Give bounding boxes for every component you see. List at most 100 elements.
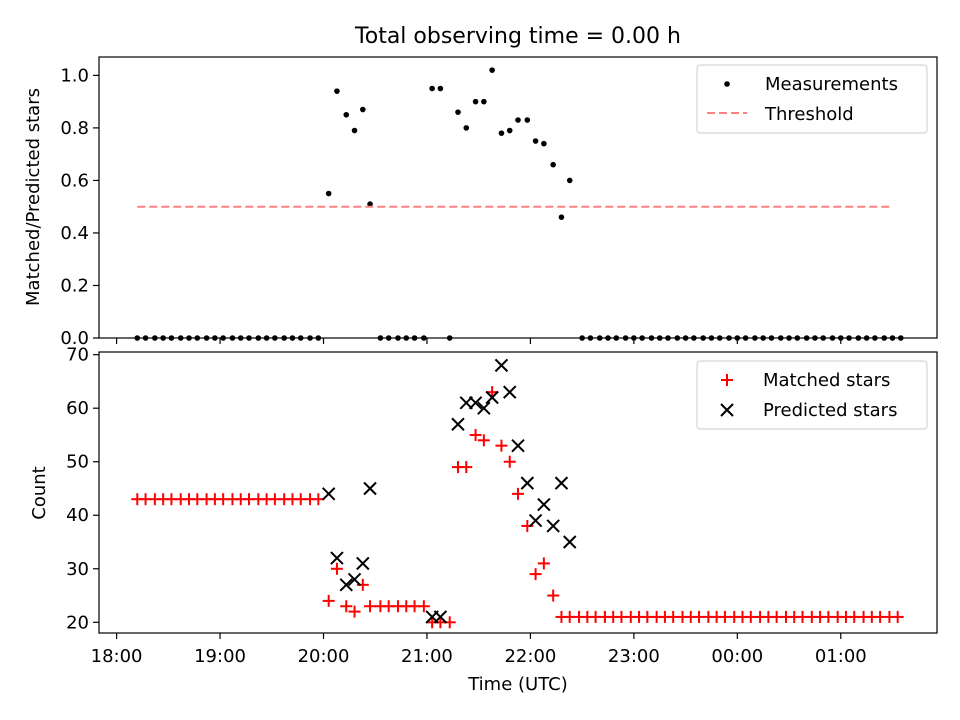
- predicted-star-point: [511, 438, 525, 453]
- measurement-point: [515, 117, 521, 123]
- bottom-legend: Matched stars Predicted stars: [696, 360, 928, 430]
- x-axis-label: Time (UTC): [467, 674, 568, 695]
- predicted-star-point: [363, 481, 377, 496]
- predicted-star-point: [451, 417, 465, 431]
- predicted-star-point: [339, 578, 353, 592]
- measurement-point: [506, 127, 513, 134]
- y-tick-label: 20: [66, 612, 89, 633]
- measurement-point: [472, 98, 479, 105]
- legend-threshold-label: Threshold: [764, 104, 854, 125]
- legend-matched-marker: [721, 374, 733, 386]
- y-tick-label: 30: [66, 559, 89, 580]
- measurement-point: [429, 85, 435, 92]
- measurement-point: [532, 138, 539, 144]
- measurement-point: [489, 67, 495, 73]
- x-tick-label: 01:00: [815, 646, 867, 667]
- predicted-star-point: [485, 390, 499, 405]
- measurement-point: [463, 125, 470, 131]
- bottom-axes-frame: [98, 351, 938, 634]
- top-legend: Measurements Threshold: [696, 64, 928, 134]
- measurement-point: [524, 117, 531, 123]
- measurement-point: [360, 106, 366, 113]
- measurement-point: [541, 140, 547, 147]
- predicted-star-point: [468, 396, 483, 410]
- measurement-point: [550, 161, 556, 168]
- measurement-point: [498, 130, 505, 136]
- matched-star-point: [469, 428, 482, 441]
- x-tick-label: 19:00: [194, 646, 246, 667]
- bottom-legend-frame: [696, 360, 928, 430]
- predicted-star-point: [433, 610, 448, 624]
- bottom-y-axis-label: Count: [29, 466, 50, 519]
- predicted-star-point: [347, 572, 362, 587]
- x-axis-ticks: 18:00 19:00 20:00 21:00 22:00 23:00 00:00 01:00: [91, 633, 867, 667]
- measurement-point: [343, 111, 350, 118]
- y-tick-label: 0.2: [60, 275, 89, 296]
- top-plot-area: [134, 67, 904, 341]
- matched-star-point: [364, 600, 377, 613]
- measurement-point: [455, 109, 461, 115]
- predicted-star-point: [537, 497, 551, 512]
- matched-star-point: [417, 600, 430, 613]
- y-tick-label: 0.0: [60, 328, 89, 349]
- matched-star-point: [495, 439, 508, 452]
- x-tick-label: 21:00: [401, 646, 453, 667]
- predicted-star-point: [330, 551, 344, 565]
- y-tick-label: 1.0: [60, 65, 89, 86]
- matched-star-point: [340, 600, 353, 613]
- measurement-point: [481, 98, 487, 105]
- measurement-point: [558, 214, 565, 220]
- predicted-star-point: [356, 556, 370, 571]
- legend-predicted-label: Predicted stars: [763, 400, 897, 421]
- measurement-point: [437, 85, 444, 92]
- chart-title: Total observing time = 0.00 h: [354, 24, 681, 49]
- predicted-star-point: [321, 487, 336, 501]
- x-tick-label: 18:00: [91, 646, 143, 667]
- predicted-star-point: [477, 401, 491, 415]
- legend-measurements-label: Measurements: [765, 74, 898, 95]
- y-tick-label: 60: [66, 398, 89, 419]
- top-y-axis-label: Matched/Predicted stars: [23, 88, 44, 306]
- matched-star-point: [477, 434, 490, 447]
- y-tick-label: 0.6: [60, 170, 89, 191]
- predicted-star-point: [546, 519, 560, 533]
- y-tick-label: 0.8: [60, 118, 89, 139]
- matched-star-point: [537, 557, 550, 570]
- top-y-ticks: 0.0 0.2 0.4 0.6 0.8 1.0: [60, 65, 842, 349]
- measurement-point: [334, 88, 340, 94]
- matched-star-point: [330, 562, 343, 575]
- y-tick-label: 0.4: [60, 223, 89, 244]
- bottom-y-ticks: 20 30 40 50 60 70: [66, 345, 99, 633]
- predicted-star-point: [554, 476, 569, 490]
- measurement-point: [566, 177, 573, 184]
- x-tick-label: 22:00: [504, 646, 556, 667]
- matched-star-point: [460, 461, 473, 474]
- legend-predicted-marker: [720, 403, 734, 417]
- matched-star-point: [529, 568, 542, 581]
- x-tick-label: 00:00: [711, 646, 763, 667]
- top-legend-frame: [696, 64, 928, 134]
- bottom-panel: 20 30 40 50 60 70 Count 18:00 19:00 20:00 21:00 2…: [29, 345, 938, 695]
- predicted-star-point: [503, 385, 517, 399]
- matched-star-point: [322, 594, 335, 607]
- predicted-star-point: [563, 535, 577, 549]
- legend-matched-label: Matched stars: [763, 370, 890, 391]
- top-panel: 0.0 0.2 0.4 0.6 0.8 1.0 Matched/Predicted sta…: [23, 56, 938, 349]
- measurement-point: [367, 201, 373, 207]
- top-axes-frame: [98, 56, 938, 339]
- predicted-star-point: [528, 513, 543, 528]
- matched-star-point: [891, 610, 904, 623]
- predicted-star-point: [520, 476, 535, 490]
- predicted-star-point: [494, 358, 509, 373]
- y-tick-label: 50: [66, 452, 89, 473]
- matched-star-point: [547, 589, 560, 602]
- legend-measurements-marker: [724, 81, 730, 87]
- matched-star-point: [348, 605, 361, 618]
- x-tick-label: 20:00: [298, 646, 350, 667]
- y-tick-label: 40: [66, 505, 89, 526]
- measurement-point: [351, 127, 358, 134]
- matched-star-point: [512, 487, 524, 500]
- y-tick-label: 70: [66, 345, 89, 366]
- matched-star-point: [503, 455, 516, 468]
